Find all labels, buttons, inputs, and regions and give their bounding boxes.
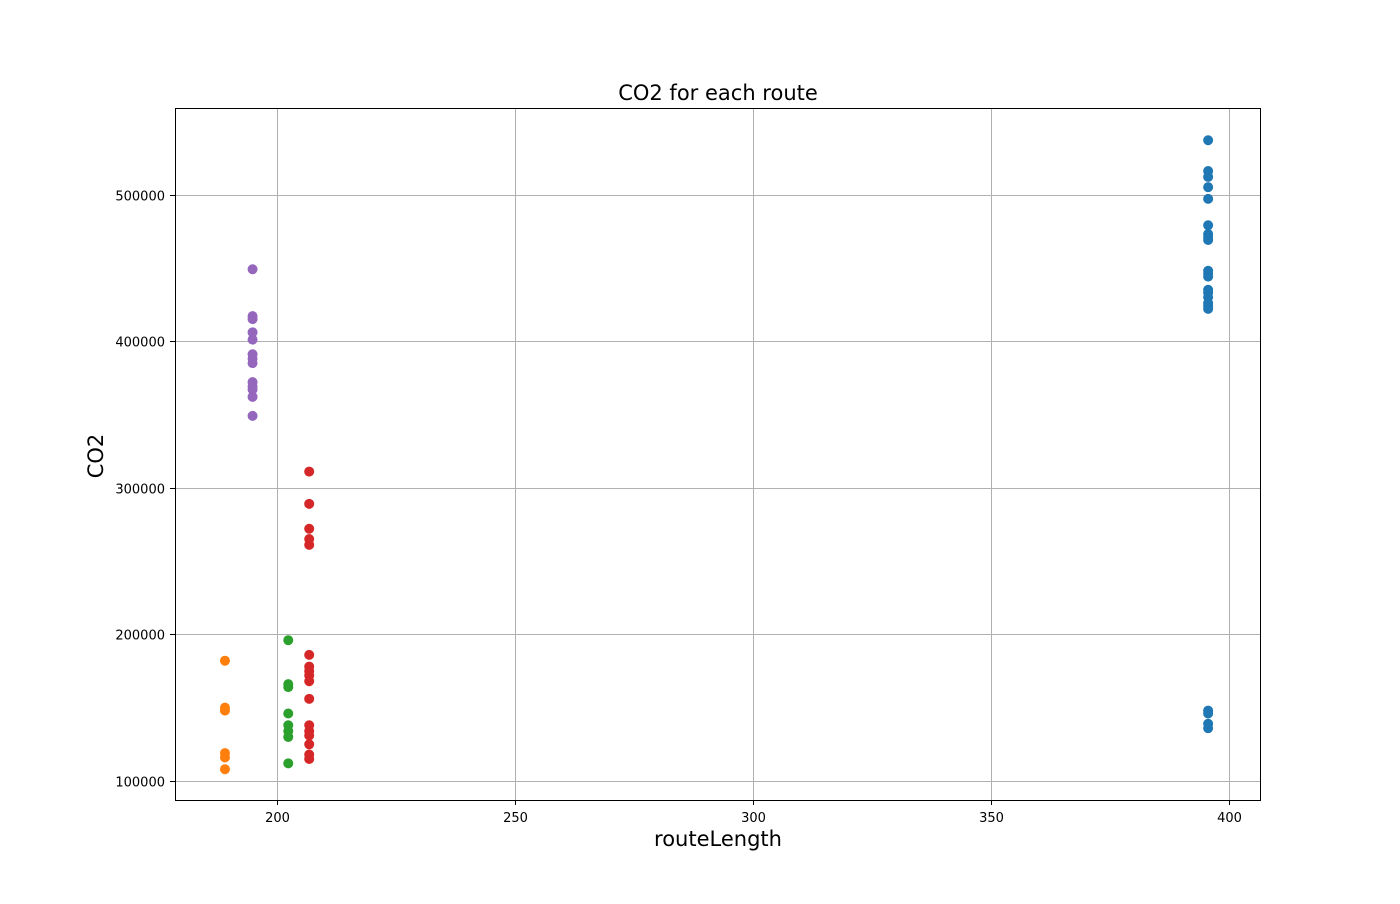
data-point	[283, 682, 294, 693]
data-point	[247, 410, 258, 421]
data-point	[283, 758, 294, 769]
data-point	[247, 327, 258, 338]
x-tick-label: 400	[1217, 811, 1242, 826]
data-point	[304, 466, 315, 477]
data-point	[304, 753, 315, 764]
y-tick-label: 200000	[115, 629, 165, 644]
data-point	[304, 730, 315, 741]
data-point	[247, 314, 258, 325]
data-point	[247, 334, 258, 345]
axis-ticks: 200 250 300 350 400 100000 200000 300000 400000 5…	[115, 190, 1242, 827]
y-tick-label: 300000	[115, 483, 165, 498]
x-tick-label: 200	[265, 811, 290, 826]
x-tick-label: 250	[503, 811, 528, 826]
data-point	[283, 731, 294, 742]
x-axis-label: routeLength	[654, 827, 782, 851]
plot-area-frame	[175, 108, 1261, 801]
data-point	[247, 384, 258, 395]
data-point	[304, 539, 315, 550]
data-point	[1203, 234, 1214, 245]
data-point	[247, 358, 258, 369]
data-point	[1203, 220, 1214, 231]
data-point	[304, 649, 315, 660]
chart-title: CO2 for each route	[618, 81, 818, 105]
data-point	[1203, 135, 1214, 146]
data-points	[219, 135, 1214, 775]
data-point	[1203, 708, 1214, 719]
data-point	[247, 391, 258, 402]
data-point	[1203, 723, 1214, 734]
y-tick-label: 100000	[115, 776, 165, 791]
data-point	[1203, 271, 1214, 282]
grid-lines	[175, 108, 1260, 800]
y-tick-label: 500000	[115, 190, 165, 205]
data-point	[219, 752, 230, 763]
data-point	[1203, 182, 1214, 193]
x-tick-label: 350	[979, 811, 1004, 826]
data-point	[304, 523, 315, 534]
y-tick-label: 400000	[115, 336, 165, 351]
data-point	[304, 676, 315, 687]
x-tick-label: 300	[741, 811, 766, 826]
data-point	[304, 739, 315, 750]
data-point	[219, 705, 230, 716]
data-point	[1203, 171, 1214, 182]
data-point	[247, 264, 258, 275]
data-point	[219, 655, 230, 666]
data-point	[283, 708, 294, 719]
data-point	[1203, 303, 1214, 314]
data-point	[304, 693, 315, 704]
y-axis-label: CO2	[84, 434, 108, 479]
data-point	[283, 635, 294, 646]
data-point	[304, 498, 315, 509]
data-point	[1203, 193, 1214, 204]
data-point	[219, 764, 230, 775]
